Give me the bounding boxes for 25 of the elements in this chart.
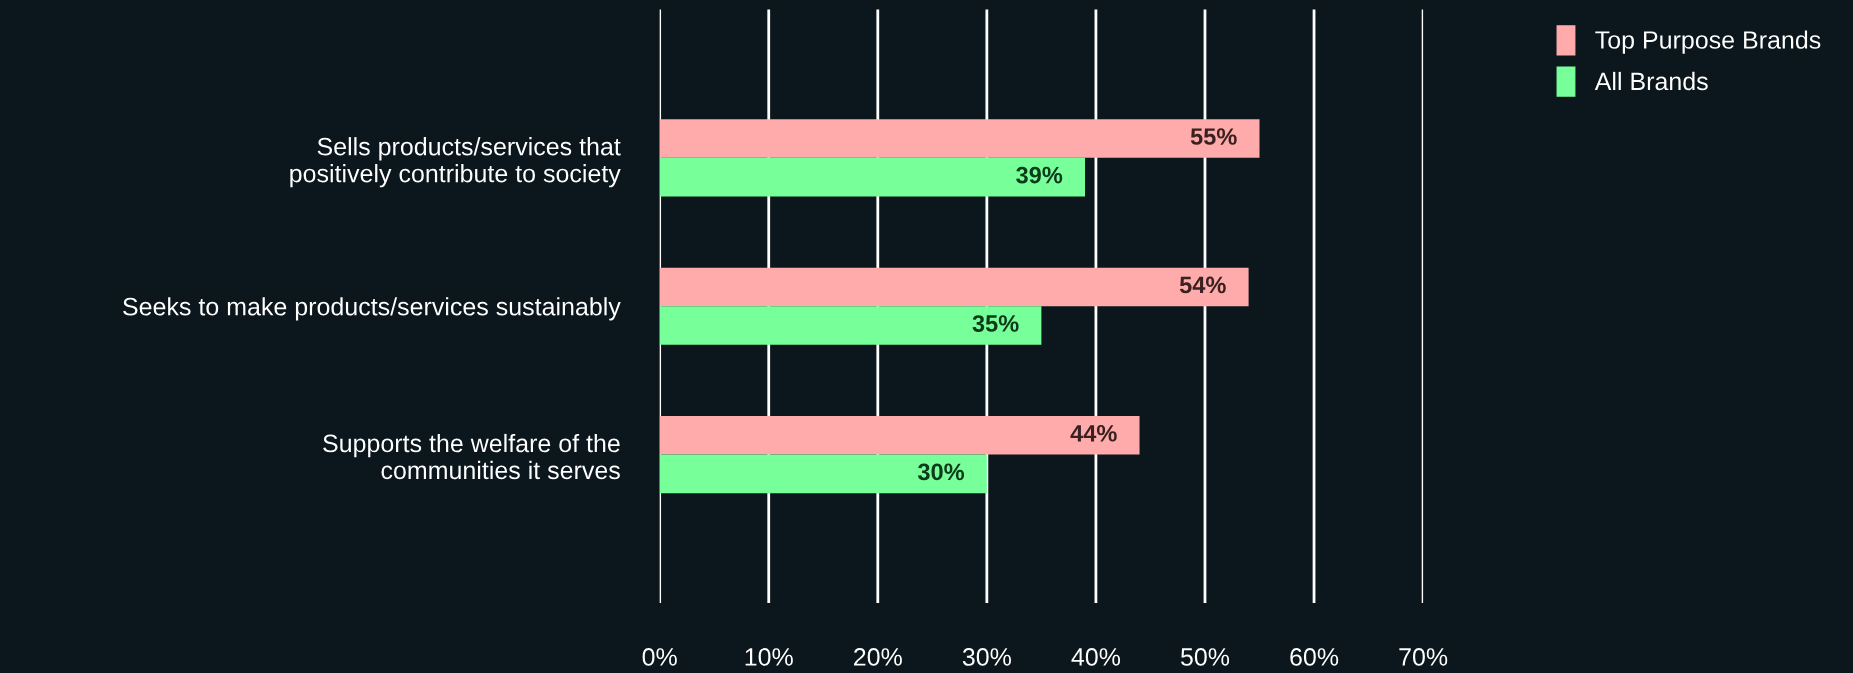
x-tick-label: 20% xyxy=(854,648,902,666)
data-label: 35% xyxy=(972,315,1019,332)
data-label: 30% xyxy=(917,463,965,481)
data-label: 55% xyxy=(1190,128,1237,145)
y-tick-label: Supports the welfare of the communities it serves xyxy=(323,433,620,480)
bar xyxy=(659,157,1086,197)
bar xyxy=(659,454,987,494)
data-label: 44% xyxy=(1070,425,1117,442)
x-tick-label: 30% xyxy=(962,648,1011,666)
bar xyxy=(659,306,1042,345)
bar xyxy=(659,267,1249,307)
x-tick-label: 0% xyxy=(642,648,677,666)
x-tick-label: 50% xyxy=(1180,648,1230,666)
bar xyxy=(659,416,1140,455)
x-tick-label: 60% xyxy=(1290,648,1339,666)
data-label: 54% xyxy=(1179,276,1226,294)
x-tick-label: 40% xyxy=(1071,648,1121,666)
y-tick-label: Sells products/services that positively contribute to society xyxy=(290,137,621,188)
y-tick-label: Seeks to make products/services sustainably xyxy=(123,297,621,321)
x-tick-label: 70% xyxy=(1399,648,1448,666)
bar xyxy=(659,119,1260,158)
x-tick-label: 10% xyxy=(745,648,793,666)
data-label: 39% xyxy=(1016,166,1063,184)
legend-label: All Brands xyxy=(1594,71,1708,91)
legend-label: Top Purpose Brands xyxy=(1595,30,1821,54)
